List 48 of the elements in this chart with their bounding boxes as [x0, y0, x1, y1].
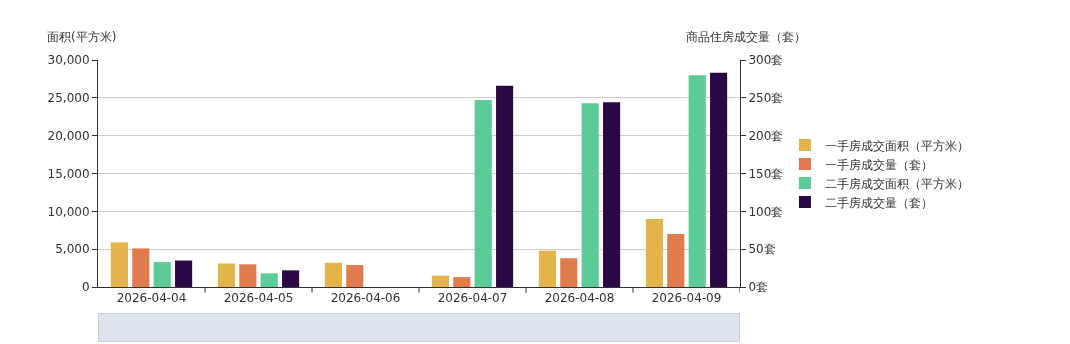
y-tick-label: 30,000	[47, 53, 90, 68]
bar	[153, 262, 171, 287]
bar	[239, 264, 257, 287]
legend-label: 一手房成交面积（平方米）	[824, 138, 969, 153]
legend-label: 二手房成交量（套）	[824, 195, 933, 210]
y-tick-label: 20,000	[47, 128, 90, 143]
bar	[603, 102, 621, 287]
bar	[645, 218, 663, 287]
legend-label: 一手房成交量（套）	[824, 157, 933, 172]
y2-tick-label: 0套	[748, 280, 769, 295]
y-tick-label: 0	[81, 280, 90, 295]
y2-tick-label: 250套	[748, 91, 784, 106]
legend-label: 二手房成交面积（平方米）	[824, 176, 969, 191]
y2-tick-label: 50套	[748, 242, 776, 257]
x-tick-label: 2026-04-08	[544, 291, 615, 306]
x-tick-label: 2026-04-05	[223, 291, 294, 306]
bar	[175, 260, 193, 287]
y-axis-title: 面积(平方米)	[47, 30, 117, 44]
bar	[431, 275, 449, 287]
y-tick-label: 10,000	[47, 204, 90, 219]
x-tick-label: 2026-04-07	[437, 291, 508, 306]
bar	[496, 85, 514, 287]
y2-axis-title: 商品住房成交量（套）	[686, 30, 806, 44]
x-tick-label: 2026-04-06	[330, 291, 401, 306]
bar	[217, 263, 235, 287]
y-tick-label: 25,000	[47, 91, 90, 106]
y2-tick-label: 150套	[748, 166, 784, 181]
bar	[688, 75, 706, 287]
x-tick-label: 2026-04-09	[651, 291, 722, 306]
x-tick-label: 2026-04-04	[116, 291, 187, 306]
bar	[132, 248, 150, 287]
y2-tick-label: 200套	[748, 128, 784, 143]
bar	[282, 270, 300, 287]
y2-tick-label: 300套	[748, 53, 784, 68]
bar	[474, 100, 492, 287]
bar	[324, 262, 342, 287]
bar	[260, 273, 278, 287]
bar	[538, 250, 556, 287]
bar	[110, 242, 128, 287]
bar	[346, 265, 364, 287]
bar	[710, 72, 728, 287]
bar	[560, 258, 578, 287]
y2-tick-label: 100套	[748, 204, 784, 219]
bar	[581, 103, 599, 287]
y-tick-label: 15,000	[47, 166, 90, 181]
y-tick-label: 5,000	[55, 242, 90, 257]
bar	[453, 277, 471, 287]
bar	[667, 234, 685, 287]
